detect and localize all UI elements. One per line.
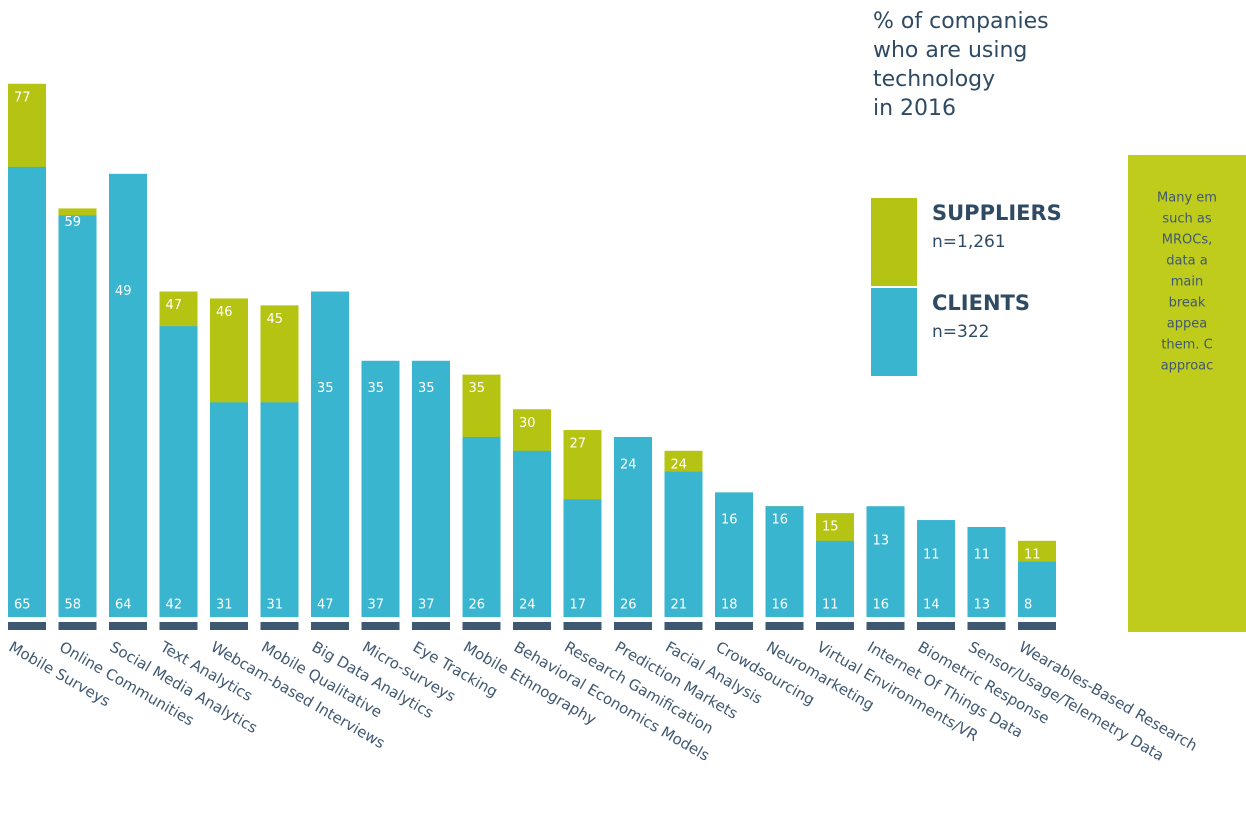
baseline-segment	[766, 622, 804, 630]
baseline-segment	[968, 622, 1006, 630]
note-text: such as	[1162, 212, 1211, 227]
value-label: 11	[974, 547, 991, 562]
value-label: 11	[822, 598, 839, 613]
bar	[59, 215, 97, 617]
bar	[8, 167, 46, 617]
baseline-segment	[614, 622, 652, 630]
note-text: main	[1171, 275, 1203, 290]
baseline-segment	[513, 622, 551, 630]
note-text: approac	[1161, 359, 1214, 374]
x-tick-label: Sensor/Usage/Telemetry Data	[965, 638, 1167, 765]
value-label: 11	[1024, 547, 1041, 562]
legend-swatch	[871, 198, 917, 286]
legend-swatch	[871, 288, 917, 376]
value-label: 35	[368, 381, 385, 396]
legend-sample: n=1,261	[932, 232, 1006, 252]
value-label: 31	[216, 598, 233, 613]
baseline-segment	[1018, 622, 1056, 630]
value-label: 16	[873, 598, 890, 613]
value-label: 11	[923, 547, 940, 562]
baseline-segment	[311, 622, 349, 630]
value-label: 13	[873, 533, 890, 548]
note-text: appea	[1167, 317, 1207, 332]
baseline-segment	[8, 622, 46, 630]
baseline-segment	[816, 622, 854, 630]
value-label: 26	[469, 598, 486, 613]
value-label: 24	[671, 457, 688, 472]
value-label: 35	[418, 381, 435, 396]
legend-label: CLIENTS	[932, 291, 1030, 315]
baseline-segment	[463, 622, 501, 630]
bar	[665, 472, 703, 617]
bar	[412, 361, 450, 617]
value-label: 65	[14, 598, 31, 613]
baseline-segment	[59, 622, 97, 630]
value-label: 15	[822, 520, 839, 535]
value-label: 47	[317, 598, 334, 613]
bar	[261, 402, 299, 617]
chart-title: technology	[873, 67, 995, 92]
bar	[109, 174, 147, 617]
value-label: 24	[519, 598, 536, 613]
value-label: 13	[974, 598, 991, 613]
baseline-segment	[564, 622, 602, 630]
bar	[513, 451, 551, 617]
value-label: 24	[620, 457, 637, 472]
chart-title: in 2016	[873, 96, 956, 121]
bar	[210, 402, 248, 617]
value-label: 45	[267, 312, 284, 327]
value-label: 64	[115, 598, 132, 613]
value-label: 18	[721, 598, 738, 613]
value-label: 35	[317, 381, 334, 396]
bar	[463, 437, 501, 617]
value-label: 14	[923, 598, 940, 613]
value-label: 16	[772, 513, 789, 528]
value-label: 27	[570, 437, 587, 452]
note-text: them. C	[1161, 338, 1212, 353]
bar	[311, 292, 349, 617]
value-label: 37	[368, 598, 385, 613]
chart-title: % of companies	[873, 9, 1049, 34]
value-label: 47	[166, 298, 183, 313]
bar	[160, 326, 198, 617]
value-label: 59	[65, 215, 82, 230]
value-label: 21	[671, 598, 688, 613]
value-label: 49	[115, 284, 132, 299]
note-text: data a	[1166, 254, 1207, 269]
baseline-segment	[412, 622, 450, 630]
baseline-segment	[362, 622, 400, 630]
baseline-segment	[261, 622, 299, 630]
baseline-segment	[867, 622, 905, 630]
note-text: MROCs,	[1162, 233, 1212, 248]
baseline-segment	[665, 622, 703, 630]
value-label: 46	[216, 305, 233, 320]
value-label: 16	[721, 513, 738, 528]
value-label: 8	[1024, 598, 1032, 613]
baseline-segment	[109, 622, 147, 630]
chart-title: who are using	[873, 38, 1027, 63]
chart: % of companies who are using technology in …	[0, 0, 1246, 821]
baseline-segment	[160, 622, 198, 630]
value-label: 35	[469, 381, 486, 396]
value-label: 42	[166, 598, 183, 613]
baseline-segment	[715, 622, 753, 630]
legend-sample: n=322	[932, 322, 989, 342]
value-label: 77	[14, 90, 31, 105]
value-label: 16	[772, 598, 789, 613]
value-label: 37	[418, 598, 435, 613]
baseline-segment	[917, 622, 955, 630]
note-text: Many em	[1157, 191, 1217, 206]
note-text: break	[1169, 296, 1206, 311]
note-box	[1128, 155, 1246, 632]
bar	[362, 361, 400, 617]
value-label: 58	[65, 598, 82, 613]
value-label: 17	[570, 598, 587, 613]
value-label: 30	[519, 416, 536, 431]
value-label: 31	[267, 598, 284, 613]
legend-label: SUPPLIERS	[932, 201, 1062, 225]
value-label: 26	[620, 598, 637, 613]
baseline-segment	[210, 622, 248, 630]
